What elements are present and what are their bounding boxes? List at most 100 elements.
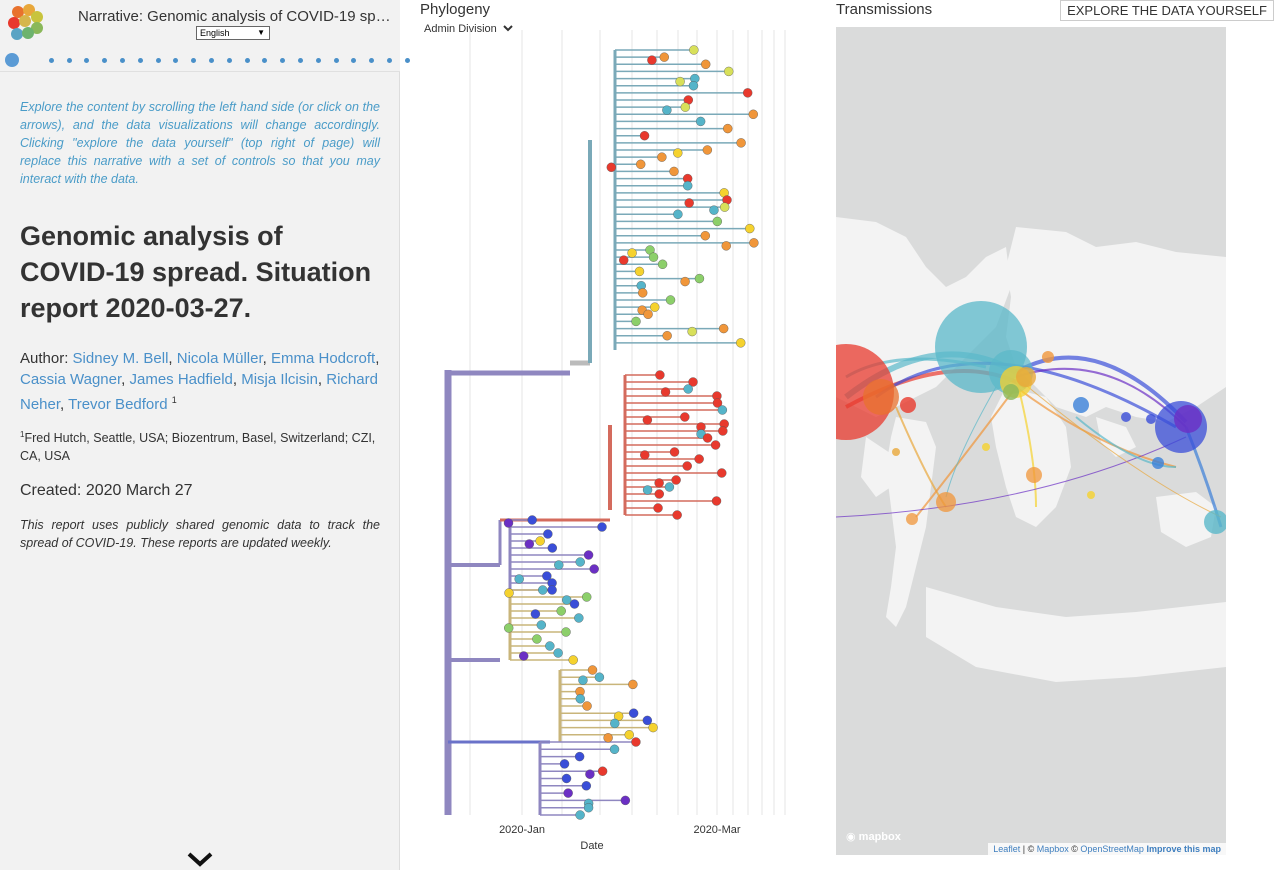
osm-link[interactable]: OpenStreetMap — [1080, 844, 1144, 854]
narrative-progress-dot[interactable] — [351, 58, 357, 63]
tree-tip[interactable] — [657, 259, 668, 269]
tree-tip[interactable] — [710, 440, 721, 450]
tree-tip[interactable] — [653, 503, 663, 513]
nextstrain-logo-icon[interactable] — [5, 3, 45, 43]
tree-tip[interactable] — [671, 475, 681, 485]
tree-tip[interactable] — [504, 623, 514, 633]
narrative-progress-dot[interactable] — [120, 58, 125, 63]
tree-tip[interactable] — [562, 595, 572, 605]
author-link[interactable]: Cassia Wagner — [20, 371, 122, 388]
narrative-progress-dot[interactable] — [226, 58, 232, 63]
tree-tip[interactable] — [700, 231, 710, 241]
narrative-progress-dot[interactable] — [280, 58, 286, 63]
tree-tip[interactable] — [559, 759, 570, 769]
narrative-progress-dot[interactable] — [173, 58, 179, 63]
color-by-dropdown[interactable]: Admin Division — [424, 23, 513, 35]
tree-tip[interactable] — [724, 66, 734, 77]
tree-tip[interactable] — [606, 162, 617, 172]
narrative-progress-dot[interactable] — [298, 58, 303, 63]
tree-tip[interactable] — [624, 730, 634, 740]
language-select[interactable]: English ▼ — [196, 26, 270, 40]
author-link[interactable]: Trevor Bedford — [68, 396, 168, 413]
tree-tip[interactable] — [643, 309, 653, 319]
tree-tip[interactable] — [721, 241, 731, 251]
tree-tip[interactable] — [527, 515, 537, 525]
tree-tip[interactable] — [583, 550, 594, 560]
tree-tip[interactable] — [683, 384, 693, 394]
tree-tip[interactable] — [701, 59, 711, 69]
tree-tip[interactable] — [532, 634, 542, 644]
tree-tip[interactable] — [749, 238, 759, 248]
tree-tip[interactable] — [514, 574, 524, 584]
narrative-progress-dot[interactable] — [48, 58, 54, 63]
tree-tip[interactable] — [628, 679, 638, 690]
tree-tip[interactable] — [683, 181, 693, 191]
tree-tip[interactable] — [631, 737, 641, 747]
tree-tip[interactable] — [648, 722, 658, 733]
author-link[interactable]: James Hadfield — [129, 371, 233, 388]
tree-tip[interactable] — [637, 288, 648, 298]
tree-tip[interactable] — [640, 450, 650, 460]
narrative-progress-dot[interactable] — [262, 58, 268, 63]
tree-tip[interactable] — [589, 564, 599, 574]
tree-tip[interactable] — [742, 88, 753, 98]
tree-tip[interactable] — [547, 543, 558, 553]
tree-tip[interactable] — [702, 433, 713, 443]
tree-tip[interactable] — [594, 672, 605, 682]
tree-tip[interactable] — [642, 415, 653, 425]
narrative-progress-dot[interactable] — [333, 58, 339, 63]
tree-tip[interactable] — [619, 255, 629, 265]
chevron-down-icon[interactable] — [186, 850, 214, 868]
tree-tip[interactable] — [563, 788, 573, 798]
tree-tip[interactable] — [561, 627, 571, 637]
tree-tip[interactable] — [627, 248, 637, 258]
narrative-progress-dot[interactable] — [155, 58, 161, 63]
tree-tip[interactable] — [687, 326, 697, 337]
tree-tip[interactable] — [736, 338, 746, 348]
tree-tip[interactable] — [688, 81, 699, 91]
tree-tip[interactable] — [748, 109, 758, 119]
tree-tip[interactable] — [694, 454, 704, 464]
tree-tip[interactable] — [688, 377, 698, 387]
narrative-progress-dot[interactable] — [102, 58, 108, 63]
tree-tip[interactable] — [575, 810, 585, 820]
tree-tip[interactable] — [695, 116, 706, 127]
tree-tip[interactable] — [642, 715, 653, 726]
tree-tip[interactable] — [647, 55, 657, 65]
tree-tip[interactable] — [553, 648, 563, 658]
tree-tip[interactable] — [568, 655, 578, 665]
tree-tip[interactable] — [536, 620, 547, 630]
tree-tip[interactable] — [556, 606, 566, 616]
author-link[interactable]: Nicola Müller — [176, 350, 263, 367]
tree-tip[interactable] — [745, 223, 755, 234]
tree-tip[interactable] — [543, 529, 553, 539]
narrative-progress-dot[interactable] — [66, 58, 72, 63]
tree-tip[interactable] — [702, 145, 713, 155]
tree-tip[interactable] — [581, 781, 592, 791]
tree-tip[interactable] — [636, 159, 646, 169]
author-link[interactable]: Emma Hodcroft — [270, 350, 376, 367]
tree-tip[interactable] — [650, 302, 660, 312]
author-link[interactable]: Misja Ilcisin — [241, 371, 318, 388]
tree-tip[interactable] — [709, 205, 719, 215]
tree-tip[interactable] — [639, 131, 650, 141]
tree-tip[interactable] — [736, 138, 746, 148]
tree-tip[interactable] — [655, 370, 665, 380]
tree-tip[interactable] — [569, 599, 580, 609]
tree-tip[interactable] — [542, 571, 552, 581]
tree-tip[interactable] — [711, 496, 722, 506]
tree-tip[interactable] — [657, 152, 667, 162]
tree-tip[interactable] — [575, 694, 585, 704]
narrative-progress-dot[interactable] — [387, 58, 392, 63]
tree-tip[interactable] — [610, 718, 620, 729]
tree-tip[interactable] — [634, 266, 645, 277]
tree-tip[interactable] — [620, 795, 631, 806]
phylogeny-tree[interactable]: 2020-Jan 2020-Mar Date — [400, 30, 810, 860]
tree-tip[interactable] — [654, 489, 664, 499]
tree-tip[interactable] — [609, 744, 620, 754]
narrative-progress-dot[interactable] — [84, 58, 90, 63]
tree-tip[interactable] — [660, 387, 671, 397]
tree-tip[interactable] — [530, 609, 541, 619]
tree-tip[interactable] — [718, 426, 728, 436]
tree-tip[interactable] — [597, 766, 608, 776]
